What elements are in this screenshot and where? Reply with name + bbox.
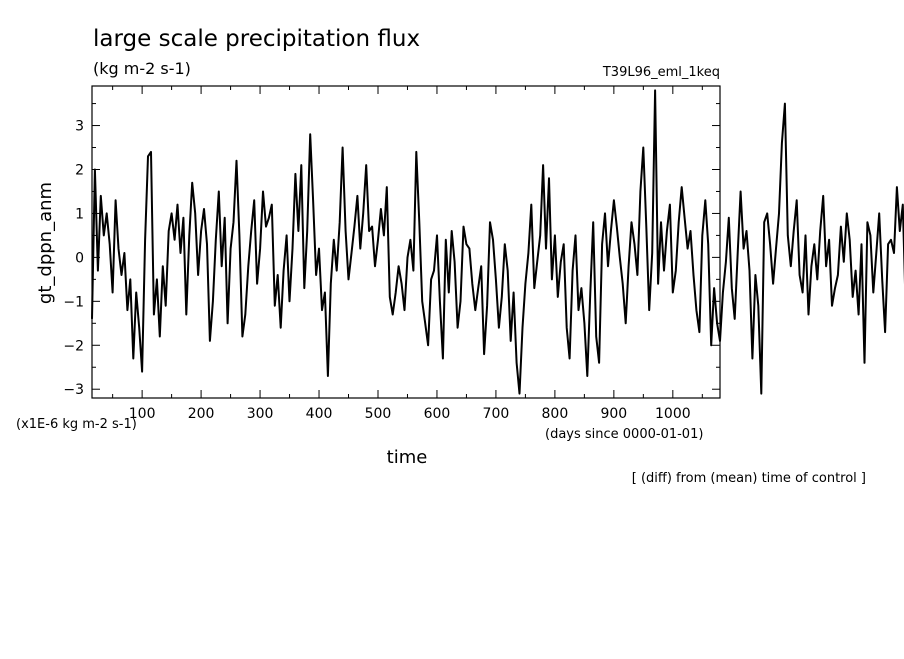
- x-tick-label: 600: [424, 406, 451, 422]
- x-tick-label: 100: [129, 406, 156, 422]
- y-tick-label: −2: [63, 338, 84, 354]
- x-tick-label: 700: [483, 406, 510, 422]
- x-tick-label: 500: [365, 406, 392, 422]
- x-axis-label: time: [387, 447, 428, 468]
- chart-title: large scale precipitation flux: [93, 26, 420, 52]
- footnote: [ (diff) from (mean) time of control ]: [632, 471, 866, 486]
- y-tick-label: −3: [63, 382, 84, 398]
- run-label: T39L96_eml_1keq: [602, 65, 720, 80]
- x-tick-label: 800: [542, 406, 569, 422]
- plot-area: −3 −2 −1 0 1 2 3 100 200 300 400 500 600 700 800 900 100…: [63, 85, 904, 422]
- y-tick-label: 1: [75, 206, 84, 222]
- plot-frame: [91, 85, 721, 399]
- y-tick-label: 2: [75, 162, 84, 178]
- x-tick-label: 1000: [655, 406, 691, 422]
- y-tick-label: 3: [75, 119, 84, 135]
- chart-subtitle: (kg m-2 s-1): [93, 59, 191, 78]
- y-scale-note: (x1E-6 kg m-2 s-1): [16, 417, 137, 432]
- x-tick-label: 200: [188, 406, 215, 422]
- x-tick-label: 300: [247, 406, 274, 422]
- x-tick-label: 400: [306, 406, 333, 422]
- y-tick-label: 0: [75, 250, 84, 266]
- series-line-0: [91, 89, 904, 395]
- y-axis-label: gt_dppn_anm: [35, 182, 56, 304]
- x-tick-label: 900: [600, 406, 627, 422]
- y-tick-label: −1: [63, 294, 84, 310]
- x-unit-note: (days since 0000-01-01): [545, 427, 703, 442]
